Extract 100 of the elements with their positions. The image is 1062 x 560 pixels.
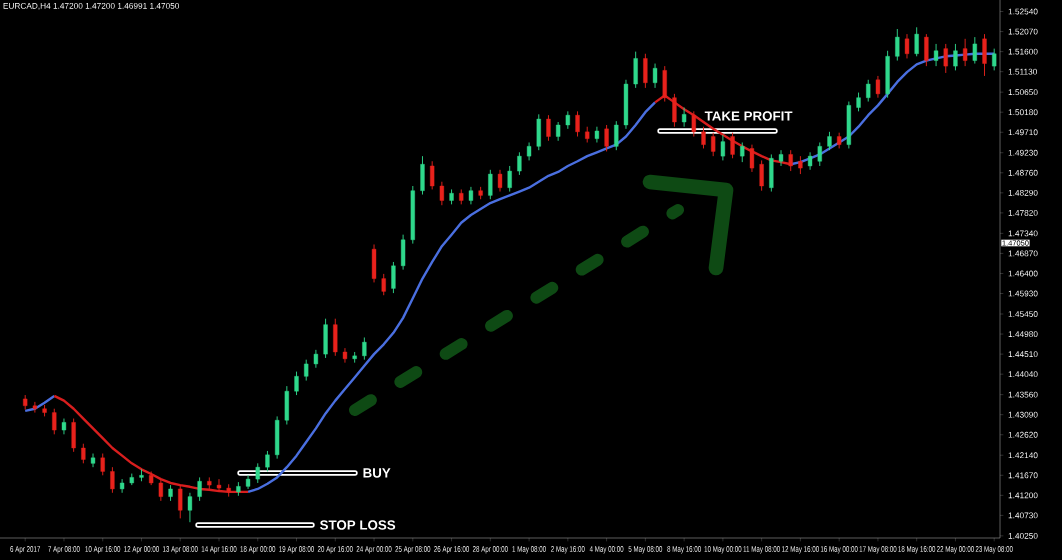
- x-tick-label: 2 May 16:00: [551, 546, 585, 554]
- x-tick-label: 11 May 08:00: [743, 546, 780, 554]
- candlestick: [497, 169, 503, 193]
- candlestick: [856, 92, 861, 112]
- y-tick-label: 1.52540: [1008, 8, 1038, 15]
- y-tick-label: 1.41200: [1008, 492, 1038, 499]
- candlestick: [788, 149, 793, 172]
- candlestick: [255, 462, 260, 484]
- candlestick: [52, 408, 57, 435]
- candlestick: [391, 261, 396, 294]
- candlestick: [32, 401, 38, 414]
- candlestick: [304, 359, 309, 382]
- candlestick: [517, 151, 522, 176]
- candlestick: [759, 159, 764, 192]
- candlestick: [730, 132, 735, 159]
- candlestick: [158, 478, 163, 502]
- candlestick: [430, 160, 435, 190]
- y-tick-label: 1.45930: [1008, 290, 1038, 297]
- chart-title: EURCAD,H4 1.47200 1.47200 1.46991 1.47050: [3, 2, 180, 10]
- annotation: STOP LOSS: [319, 520, 396, 530]
- x-tick-label: 13 Apr 08:00: [162, 546, 198, 554]
- x-tick-label: 1 May 08:00: [512, 546, 546, 554]
- candlestick: [342, 347, 348, 364]
- candlestick: [178, 484, 183, 519]
- x-tick-label: 10 Apr 16:00: [85, 546, 121, 554]
- candlestick: [90, 453, 96, 468]
- candlestick: [604, 124, 609, 152]
- candlestick: [963, 38, 968, 67]
- x-tick-label: 18 May 16:00: [898, 546, 936, 554]
- candlestick: [933, 43, 939, 67]
- candlestick: [216, 478, 222, 493]
- y-tick-label: 1.40250: [1008, 532, 1038, 539]
- x-tick-label: 17 May 08:00: [859, 546, 897, 554]
- candlestick: [691, 110, 696, 137]
- candlestick: [866, 79, 871, 103]
- annotation: BUY: [363, 468, 391, 478]
- y-tick-label: 1.49230: [1008, 149, 1038, 156]
- candlestick: [701, 126, 706, 149]
- candlestick: [914, 26, 919, 57]
- y-tick-label: 1.44510: [1008, 351, 1038, 358]
- candlestick: [875, 75, 881, 99]
- candlestick: [119, 478, 125, 494]
- candlestick: [953, 43, 958, 71]
- candlestick: [362, 337, 367, 361]
- candlestick: [110, 466, 115, 494]
- candlestick: [720, 134, 726, 161]
- y-tick-label: 1.47340: [1008, 230, 1038, 237]
- x-tick-label: 19 Apr 08:00: [279, 546, 315, 554]
- y-tick-label: 1.43090: [1008, 411, 1038, 418]
- x-tick-label: 7 Apr 08:00: [48, 546, 80, 554]
- y-tick-label: 1.50650: [1008, 89, 1038, 96]
- x-tick-label: 26 Apr 16:00: [434, 546, 470, 554]
- y-tick-label: 1.48760: [1008, 169, 1038, 176]
- candlestick: [81, 443, 86, 464]
- candlestick: [992, 48, 997, 71]
- y-tick-label: 1.42140: [1008, 452, 1038, 459]
- candlestick: [507, 165, 512, 193]
- x-tick-label: 22 May 00:00: [936, 546, 974, 554]
- y-tick-label: 1.45450: [1008, 311, 1038, 317]
- y-tick-label: 1.48290: [1008, 189, 1038, 196]
- candlestick: [575, 110, 580, 137]
- candlestick: [100, 453, 105, 476]
- x-tick-label: 12 Apr 00:00: [124, 546, 159, 554]
- candlestick: [265, 450, 270, 472]
- candlestick: [439, 181, 445, 206]
- candlestick: [488, 169, 493, 200]
- y-tick-label: 1.50180: [1008, 109, 1038, 116]
- candlestick: [904, 33, 910, 59]
- x-tick-label: 16 May 00:00: [820, 546, 858, 554]
- y-tick-label: 1.43560: [1008, 391, 1038, 398]
- x-tick-label: 5 May 08:00: [628, 546, 663, 554]
- y-tick-label: 1.51600: [1008, 48, 1038, 55]
- x-tick-label: 10 May 00:00: [704, 546, 742, 554]
- y-tick-label: 1.46400: [1008, 270, 1038, 277]
- x-tick-label: 4 May 00:00: [589, 546, 624, 554]
- candlestick: [381, 273, 386, 296]
- x-tick-label: 14 Apr 16:00: [201, 546, 237, 554]
- candlestick: [546, 114, 551, 142]
- y-tick-label: 1.47820: [1008, 209, 1038, 216]
- y-tick-label: 1.46870: [1008, 250, 1038, 257]
- candlestick: [652, 63, 658, 89]
- candlestick: [197, 476, 202, 502]
- x-tick-label: 6 Apr 2017: [10, 546, 41, 554]
- x-tick-label: 18 Apr 00:00: [240, 546, 276, 554]
- x-tick-label: 23 May 08:00: [975, 546, 1013, 554]
- candlestick: [943, 43, 948, 74]
- candlestick: [895, 28, 900, 62]
- candlestick: [972, 36, 977, 65]
- y-tick-label: 1.44980: [1008, 331, 1038, 337]
- x-tick-label: 24 Apr 00:00: [356, 546, 392, 554]
- candlestick: [187, 492, 193, 523]
- candlestick: [740, 142, 745, 163]
- y-tick-label: 1.44040: [1008, 371, 1038, 378]
- x-tick-label: 12 May 16:00: [782, 546, 819, 554]
- candlestick: [817, 142, 822, 167]
- candlestick: [827, 131, 832, 151]
- candlestick: [681, 107, 687, 128]
- annotation: TAKE PROFIT: [704, 111, 793, 121]
- x-tick-label: 28 Apr 00:00: [472, 546, 508, 554]
- candlestick: [556, 121, 561, 142]
